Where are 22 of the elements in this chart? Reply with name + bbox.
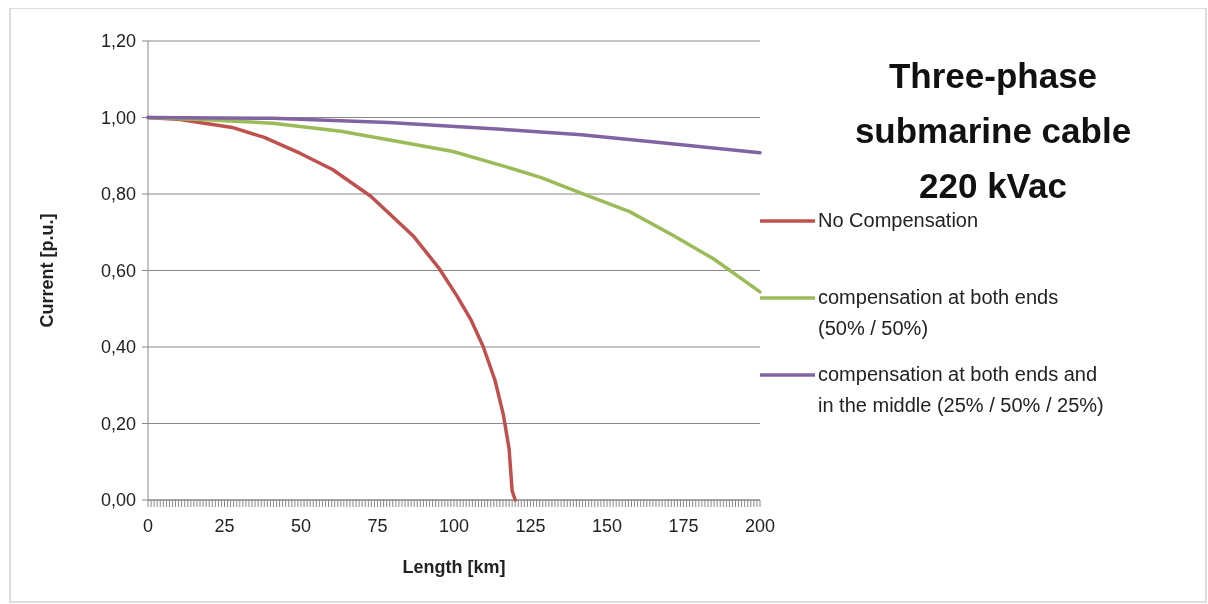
y-tick-label: 0,20 — [100, 413, 136, 434]
y-tick-label: 1,00 — [100, 107, 136, 128]
x-tick-label: 200 — [744, 516, 776, 536]
x-tick-label: 175 — [668, 516, 699, 536]
x-tick-label: 25 — [214, 516, 235, 536]
y-tick-label: 0,40 — [100, 337, 136, 358]
y-tick-label: 0,60 — [100, 260, 136, 281]
legend-label: No Compensation — [818, 209, 979, 231]
x-tick-label: 75 — [367, 516, 388, 536]
text: Three-phase submarine cable 220 kVac — [854, 56, 1132, 205]
x-tick-label: 150 — [591, 516, 623, 536]
y-tick-label: 0,00 — [100, 490, 136, 511]
x-tick-label: 125 — [515, 516, 546, 536]
y-tick-label: 0,80 — [100, 184, 136, 205]
x-tick-label: 50 — [290, 516, 312, 536]
y-axis-title: Current [p.u.] — [37, 213, 57, 328]
x-tick-label: 0 — [142, 516, 154, 536]
x-tick-label: 100 — [438, 516, 470, 536]
y-tick-label: 1,20 — [100, 31, 136, 52]
x-axis-title: Length [km] — [402, 557, 506, 577]
legend-label: compensation at both ends and in the middle (25% / 50% / 25%) — [818, 363, 1104, 416]
legend-label: compensation at both ends (50% / 50%) — [818, 286, 1059, 339]
